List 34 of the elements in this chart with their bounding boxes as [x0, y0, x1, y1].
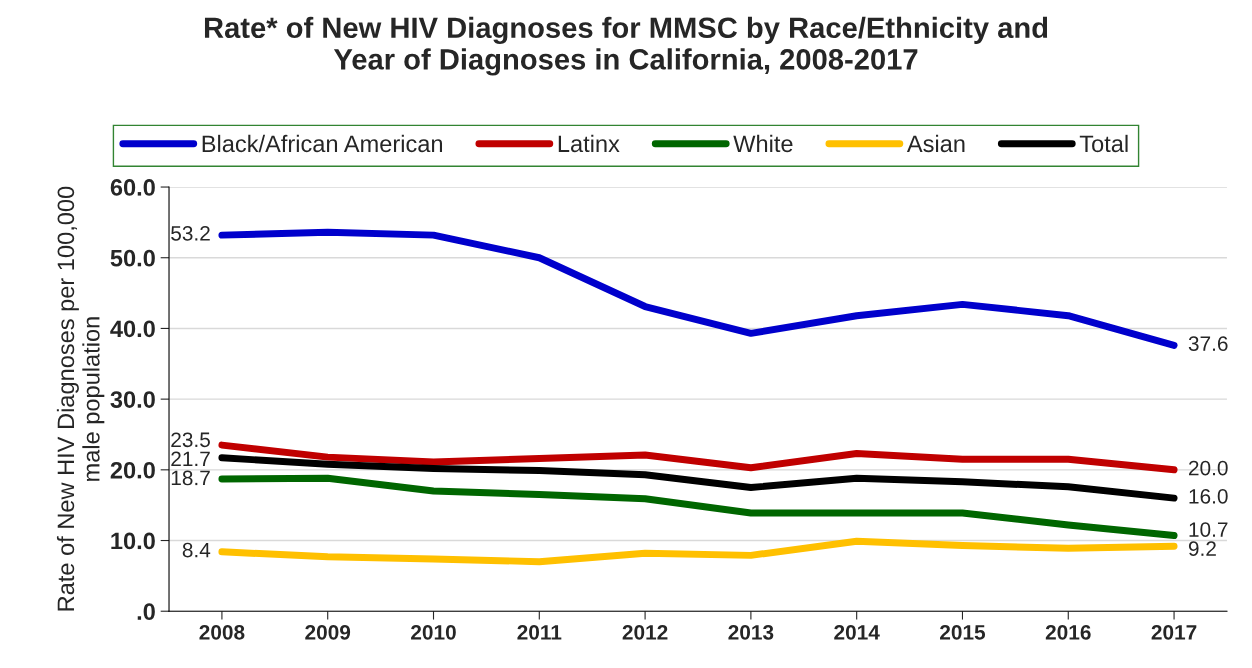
x-tick-label: 2013	[728, 624, 774, 640]
y-tick-label: .0	[137, 603, 155, 621]
legend-label: White	[733, 134, 793, 153]
y-axis-title: Rate of New HIV Diagnoses per 100,000 male population	[56, 186, 105, 611]
x-tick-label: 2014	[834, 624, 880, 640]
y-tick-label: 30.0	[110, 391, 155, 408]
data-label: 23.5	[171, 432, 210, 448]
data-label: 53.2	[171, 225, 210, 241]
x-tick-label: 2016	[1045, 624, 1091, 640]
x-tick-label: 2015	[940, 624, 986, 640]
data-label: 9.2	[1188, 541, 1216, 557]
data-label: 8.4	[182, 542, 211, 558]
legend-label: Latinx	[558, 134, 620, 153]
data-label: 16.0	[1189, 488, 1228, 504]
y-tick-label: 40.0	[110, 320, 155, 338]
x-tick-label: 2017	[1151, 624, 1197, 640]
data-label: 37.6	[1188, 336, 1228, 351]
x-tick-label: 2012	[622, 624, 668, 640]
legend-label: Black/African American	[202, 134, 443, 153]
y-tick-label: 10.0	[111, 532, 155, 550]
x-tick-label: 2009	[305, 624, 351, 640]
data-label: 10.7	[1189, 522, 1228, 537]
x-tick-label: 2010	[411, 624, 456, 640]
chart-title: Rate* of New HIV Diagnoses for MMSC by Race/Ethnicity and Year of Diagnoses in California, 2008-2017	[204, 16, 1048, 76]
data-label: 20.0	[1189, 460, 1228, 476]
y-tick-label: 60.0	[110, 179, 155, 196]
y-tick-label: 20.0	[110, 461, 155, 479]
data-label: 18.7	[171, 470, 210, 486]
legend-label: Asian	[906, 134, 965, 153]
y-tick-label: 50.0	[110, 249, 155, 267]
x-tick-label: 2008	[199, 624, 245, 640]
x-tick-label: 2011	[517, 624, 562, 640]
legend-label: Total	[1079, 134, 1128, 153]
data-label: 21.7	[171, 451, 210, 467]
